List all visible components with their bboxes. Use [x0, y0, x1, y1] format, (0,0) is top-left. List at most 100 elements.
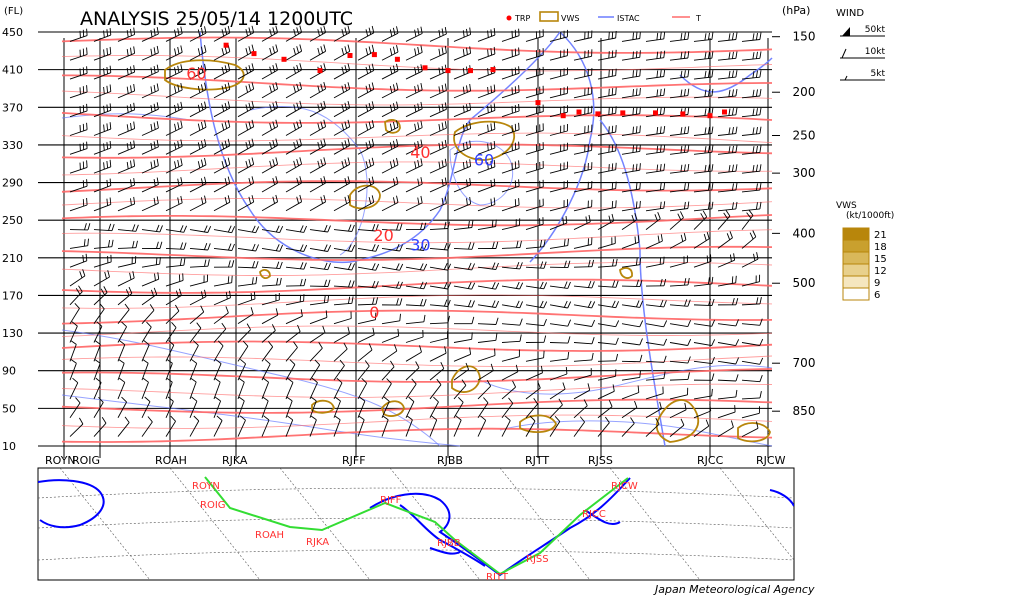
wind-barb-feather: [616, 200, 617, 207]
tropopause-point: [722, 110, 727, 115]
wind-barb-feather: [640, 107, 641, 114]
wind-barb-feather: [87, 123, 88, 130]
wind-barb-feather: [156, 258, 157, 265]
wind-barb-feather: [616, 163, 617, 170]
wind-barb-feather: [254, 292, 255, 299]
tropopause-point: [653, 110, 658, 115]
map-graticule: [830, 468, 920, 580]
left-axis-tick: 50: [2, 402, 16, 415]
tropopause-point: [423, 65, 428, 70]
wind-barb-feather: [609, 89, 610, 96]
tropopause-point: [595, 111, 600, 116]
station-label-rjbb: RJBB: [437, 454, 463, 467]
map-label-roig: ROIG: [200, 500, 226, 511]
wind-barb-feather: [609, 32, 610, 39]
vws-legend-unit: (kt/1000ft): [846, 211, 894, 221]
wind-barb-feather: [87, 179, 88, 186]
wind-barb-feather: [664, 257, 665, 264]
wind-barb-feather: [87, 160, 88, 167]
tropopause-point: [620, 110, 625, 115]
wind-barb-feather: [87, 85, 88, 92]
vws-legend-level: 9: [874, 278, 880, 289]
wind-barb-feather: [609, 145, 610, 152]
wind-barb-feather: [633, 33, 634, 40]
vws-legend-swatch: [843, 240, 869, 252]
station-label-roah: ROAH: [155, 454, 187, 467]
wind-barb-feather: [633, 89, 634, 96]
wind-barb: [550, 343, 568, 344]
wind-barb-feather: [87, 142, 88, 149]
wind-legend-barb: [842, 49, 846, 58]
wind-barb-feather: [633, 164, 634, 171]
route-map-frame: [38, 468, 794, 580]
wind-barb-feather: [635, 237, 636, 244]
wind-barb-feather: [609, 164, 610, 171]
station-label-roig: ROIG: [72, 454, 100, 467]
right-axis-tick: 150: [793, 30, 816, 44]
legend-trp-label: TRP: [514, 14, 530, 23]
right-axis-tick: 400: [793, 226, 816, 240]
wind-barb-feather: [612, 163, 613, 170]
wind-barb-feather: [616, 106, 617, 113]
wind-barb-feather: [640, 182, 641, 189]
wind-barb-feather: [640, 32, 641, 39]
wind-barb-feather: [519, 123, 520, 130]
wind-barb-feather: [640, 50, 641, 57]
wind-barb-feather: [609, 108, 610, 115]
wind-barb-feather: [496, 220, 497, 227]
wind-barb-feather: [612, 201, 613, 208]
station-label-rjff: RJFF: [342, 454, 366, 467]
right-axis-tick: 850: [793, 404, 816, 418]
vws-legend-swatch: [843, 264, 869, 276]
tropopause-point: [348, 53, 353, 58]
tropopause-point: [491, 67, 496, 72]
left-axis-tick: 210: [2, 252, 23, 265]
station-label-rjss: RJSS: [588, 454, 613, 467]
map-label-roah: ROAH: [255, 530, 284, 541]
wind-barb-feather: [616, 182, 617, 189]
tropopause-point: [561, 113, 566, 118]
wind-barb-feather: [87, 48, 88, 55]
istac-label: 60: [474, 151, 494, 170]
vws-legend-swatch: [843, 252, 869, 264]
wind-barb-feather: [640, 69, 641, 76]
right-axis-tick: 700: [793, 356, 816, 370]
vws-legend-level: 15: [874, 254, 887, 265]
wind-barb-feather: [519, 66, 520, 73]
temperature-label: 20: [373, 226, 393, 245]
wind-barb-feather: [616, 69, 617, 76]
right-axis-tick: 250: [793, 129, 816, 143]
left-axis-tick: 250: [2, 214, 23, 227]
temperature-label: 0: [369, 303, 379, 322]
wind-barb-feather: [633, 52, 634, 59]
wind-barb-feather: [616, 125, 617, 132]
wind-barb-feather: [519, 142, 520, 149]
wind-barb-feather: [612, 126, 613, 133]
station-label-rjcw: RJCW: [756, 454, 786, 467]
vws-legend-level: 12: [874, 266, 887, 277]
wind-barb-feather: [616, 88, 617, 95]
map-graticule: [940, 468, 1024, 580]
wind-barb-feather: [609, 126, 610, 133]
wind-barb-feather: [609, 70, 610, 77]
map-label-rjff: RJFF: [380, 495, 402, 506]
left-axis-tick: 370: [2, 101, 23, 114]
wind-barb-feather: [707, 256, 708, 263]
wind-barb-feather: [251, 293, 252, 300]
vws-legend-swatch: [843, 228, 869, 240]
wind-legend-title: WIND: [836, 8, 864, 19]
tropopause-point: [577, 110, 582, 115]
tropopause-point: [536, 100, 541, 105]
wind-barb-feather: [736, 276, 737, 283]
left-axis-tick: 290: [2, 177, 23, 190]
left-axis-tick: 130: [2, 327, 23, 340]
legend-vws-label: VWS: [561, 14, 579, 23]
left-axis-tick: 90: [2, 365, 16, 378]
map-label-rjbb: RJBB: [437, 538, 461, 549]
left-axis-tick: 330: [2, 139, 23, 152]
wind-barb: [598, 361, 616, 362]
wind-barb-feather: [519, 198, 520, 205]
wind-legend-item: 10kt: [865, 47, 886, 57]
right-axis-unit: (hPa): [782, 4, 810, 17]
